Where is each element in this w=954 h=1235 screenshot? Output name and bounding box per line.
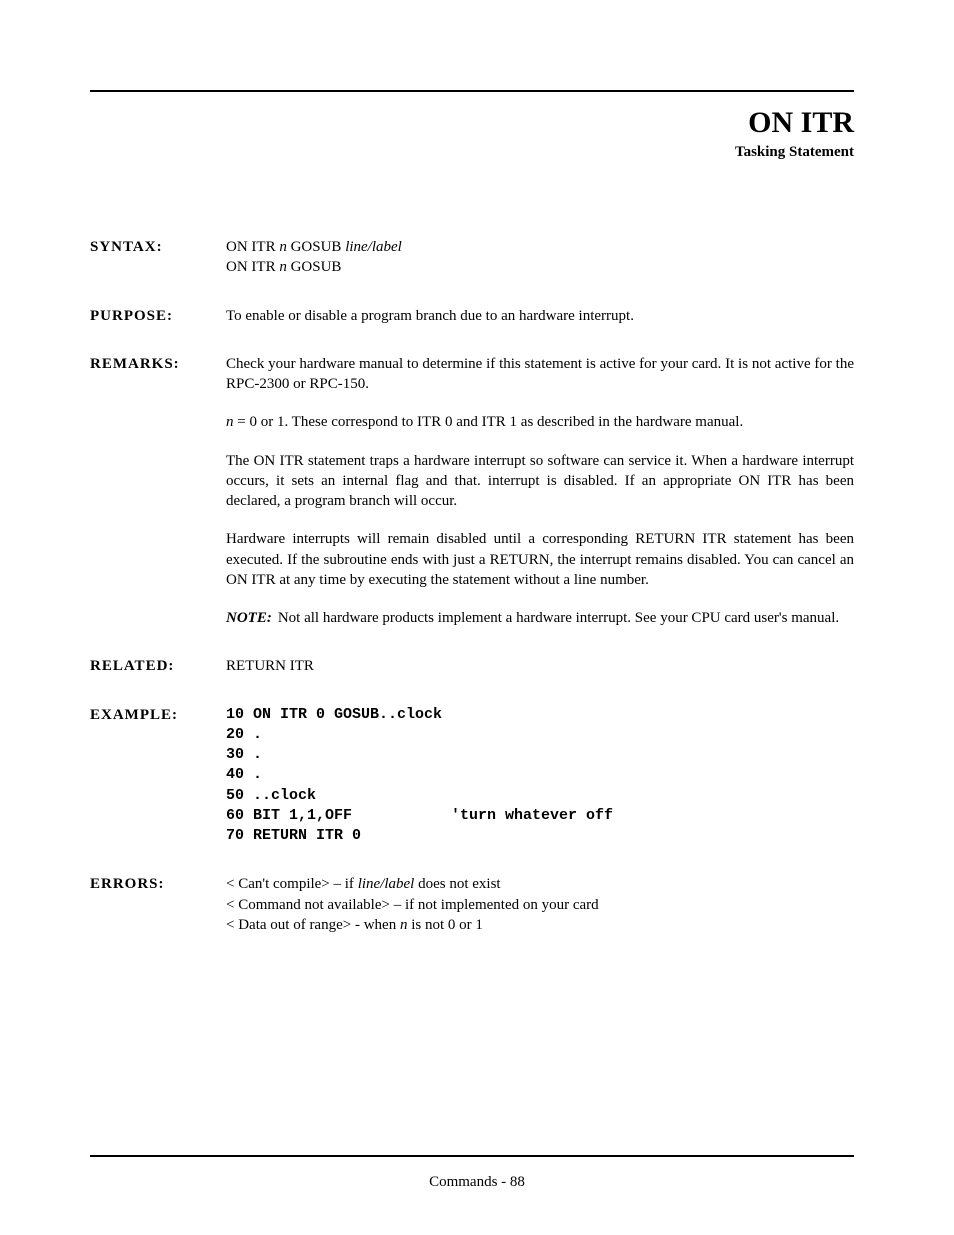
syntax-text: GOSUB xyxy=(287,239,345,255)
remarks-italic-n: n xyxy=(226,414,234,430)
syntax-body: ON ITR n GOSUB line/label ON ITR n GOSUB xyxy=(226,237,854,278)
syntax-text: GOSUB xyxy=(287,259,342,275)
error-text: < Can't compile> – if xyxy=(226,876,358,892)
syntax-text: ON ITR xyxy=(226,239,279,255)
error-text: < Data out of range> - when xyxy=(226,917,400,933)
error-line-3: < Data out of range> - when n is not 0 o… xyxy=(226,915,854,935)
note-label: NOTE: xyxy=(226,608,278,628)
remarks-p2: n = 0 or 1. These correspond to ITR 0 an… xyxy=(226,412,854,432)
purpose-label: PURPOSE: xyxy=(90,306,226,326)
errors-row: ERRORS: < Can't compile> – if line/label… xyxy=(90,874,854,935)
remarks-row: REMARKS: Check your hardware manual to d… xyxy=(90,354,854,629)
example-row: EXAMPLE: 10 ON ITR 0 GOSUB..clock 20 . 3… xyxy=(90,705,854,847)
page: ON ITR Tasking Statement SYNTAX: ON ITR … xyxy=(0,0,954,1235)
page-footer: Commands - 88 xyxy=(0,1174,954,1191)
syntax-italic-n: n xyxy=(279,259,287,275)
remarks-p4: Hardware interrupts will remain disabled… xyxy=(226,529,854,590)
top-rule xyxy=(90,90,854,92)
remarks-note: NOTE: Not all hardware products implemen… xyxy=(226,608,854,628)
page-title: ON ITR xyxy=(90,106,854,140)
syntax-row: SYNTAX: ON ITR n GOSUB line/label ON ITR… xyxy=(90,237,854,278)
remarks-p1: Check your hardware manual to determine … xyxy=(226,354,854,395)
syntax-label: SYNTAX: xyxy=(90,237,226,257)
error-italic: line/label xyxy=(358,876,415,892)
remarks-text: = 0 or 1. These correspond to ITR 0 and … xyxy=(234,414,744,430)
content: SYNTAX: ON ITR n GOSUB line/label ON ITR… xyxy=(90,237,854,935)
purpose-row: PURPOSE: To enable or disable a program … xyxy=(90,306,854,326)
example-label: EXAMPLE: xyxy=(90,705,226,725)
error-text: is not 0 or 1 xyxy=(407,917,482,933)
error-text: does not exist xyxy=(414,876,500,892)
note-text: Not all hardware products implement a ha… xyxy=(278,608,854,628)
example-code: 10 ON ITR 0 GOSUB..clock 20 . 30 . 40 . … xyxy=(226,705,854,847)
errors-body: < Can't compile> – if line/label does no… xyxy=(226,874,854,935)
remarks-p3: The ON ITR statement traps a hardware in… xyxy=(226,451,854,512)
remarks-label: REMARKS: xyxy=(90,354,226,374)
syntax-italic-n: n xyxy=(279,239,287,255)
errors-label: ERRORS: xyxy=(90,874,226,894)
syntax-italic-linelabel: line/label xyxy=(345,239,402,255)
related-label: RELATED: xyxy=(90,656,226,676)
purpose-body: To enable or disable a program branch du… xyxy=(226,306,854,326)
related-body: RETURN ITR xyxy=(226,656,854,676)
error-line-2: < Command not available> – if not implem… xyxy=(226,895,854,915)
syntax-line-1: ON ITR n GOSUB line/label ON ITR n GOSUB xyxy=(226,237,854,278)
example-body: 10 ON ITR 0 GOSUB..clock 20 . 30 . 40 . … xyxy=(226,705,854,847)
bottom-rule xyxy=(90,1155,854,1157)
page-subtitle: Tasking Statement xyxy=(90,144,854,161)
error-line-1: < Can't compile> – if line/label does no… xyxy=(226,874,854,894)
related-text: RETURN ITR xyxy=(226,656,854,676)
related-row: RELATED: RETURN ITR xyxy=(90,656,854,676)
syntax-text: ON ITR xyxy=(226,259,279,275)
purpose-text: To enable or disable a program branch du… xyxy=(226,306,854,326)
remarks-body: Check your hardware manual to determine … xyxy=(226,354,854,629)
